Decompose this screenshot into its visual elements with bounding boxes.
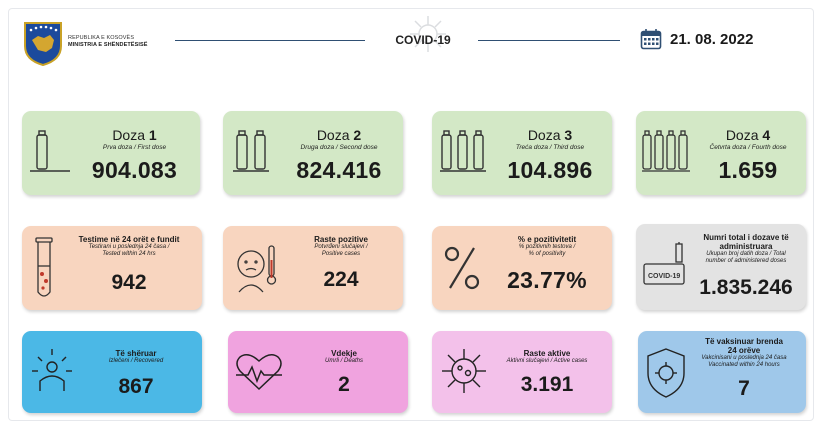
report-date: 21. 08. 2022 — [640, 28, 753, 50]
deaths-subtitle: Umrli / Deaths — [324, 358, 363, 364]
dose-1-subtitle: Prva doza / First dose — [102, 144, 167, 151]
deaths-card: Vdekje Umrli / Deaths 2 — [228, 331, 408, 413]
dose-2-card: Doza 2 Druga doza / Second dose 824.416 — [223, 111, 403, 195]
active-cases-card: Raste aktive Aktivni slučajevi / Active … — [432, 331, 612, 413]
active-cases-title: Raste aktive — [523, 349, 571, 358]
vials-3-icon — [440, 130, 486, 172]
dose-2-value: 824.416 — [296, 157, 382, 183]
page-title: COVID-19 — [395, 33, 451, 47]
vaccinated-24h-title-1: Të vaksinuar brenda — [705, 337, 783, 346]
kosovo-emblem-icon — [24, 22, 62, 66]
vaccinated-24h-value: 7 — [738, 377, 750, 400]
recovered-card: Të shëruar Izlečeni / Recovered 867 — [22, 331, 202, 413]
dose-3-value: 104.896 — [507, 157, 593, 183]
virus-icon — [410, 16, 446, 52]
total-doses-title-2: administruara — [719, 242, 773, 251]
dose-2-title: Doza 2 — [316, 127, 362, 143]
test-tube-icon — [35, 237, 53, 297]
calendar-icon — [640, 29, 662, 50]
positivity-subtitle-1: % pozitivnih testova / — [518, 244, 576, 250]
deaths-value: 2 — [338, 373, 350, 396]
dose-3-card: Doza 3 Treća doza / Third dose 104.896 — [432, 111, 612, 195]
total-doses-subtitle-2: number of administered doses — [705, 258, 787, 264]
tests-subtitle-2: Tested within 24 hrs — [102, 251, 156, 257]
positive-cases-value: 224 — [323, 268, 359, 291]
sick-person-icon — [237, 245, 277, 293]
total-doses-subtitle-1: Ukupan broj datih doza / Total — [706, 251, 786, 257]
svg-text:COVID-19: COVID-19 — [648, 273, 680, 280]
vaccinated-24h-title-2: 24 orëve — [727, 346, 761, 355]
dose-3-subtitle: Treća doza / Third dose — [515, 144, 585, 151]
active-cases-value: 3.191 — [520, 373, 574, 396]
positivity-title: % e pozitivitetit — [517, 235, 577, 244]
active-cases-subtitle: Aktivni slučajevi / Active cases — [506, 358, 588, 364]
recovered-value: 867 — [118, 375, 154, 398]
tests-title: Testime në 24 orët e fundit — [78, 235, 180, 244]
total-doses-title-1: Numri total i dozave të — [703, 233, 789, 242]
org-line-2: MINISTRIA E SHËNDETËSISË — [68, 42, 148, 48]
header-divider-right — [478, 40, 620, 41]
dose-4-title: Doza 4 — [725, 127, 771, 143]
tests-value: 942 — [111, 271, 147, 294]
positive-cases-subtitle-2: Positive cases — [321, 251, 361, 257]
dose-2-subtitle: Druga doza / Second dose — [300, 144, 378, 151]
vaccinated-24h-card: Të vaksinuar brenda 24 orëve Vakcinisani… — [638, 331, 806, 413]
organization-name: REPUBLIKA E KOSOVËS MINISTRIA E SHËNDETË… — [68, 35, 148, 49]
total-doses-value: 1.835.246 — [699, 276, 793, 299]
recovered-subtitle: Izlečeni / Recovered — [108, 358, 164, 364]
positivity-card: % e pozitivitetit % pozitivnih testova /… — [432, 226, 612, 310]
heartbeat-icon — [236, 354, 282, 391]
recovered-title: Të shëruar — [115, 349, 157, 358]
positive-cases-subtitle-1: Potvrđeni slučajevi / — [314, 244, 368, 250]
dose-1-value: 904.083 — [91, 157, 178, 183]
positivity-value: 23.77% — [507, 267, 587, 293]
total-doses-card: COVID-19 Numri total i dozave të adminis… — [636, 224, 806, 310]
dashboard-frame — [8, 8, 814, 421]
header-divider-left — [175, 40, 365, 41]
positivity-subtitle-2: % of positivity — [528, 251, 566, 257]
dose-3-title: Doza 3 — [527, 127, 573, 143]
covid-certificate-icon: COVID-19 — [643, 242, 685, 285]
dose-1-card: Doza 1 Prva doza / First dose 904.083 — [22, 111, 200, 195]
org-line-1: REPUBLIKA E KOSOVËS — [68, 35, 135, 41]
positive-cases-title: Raste pozitive — [314, 235, 368, 244]
tests-card: Testime në 24 orët e fundit Testirani u … — [22, 226, 202, 310]
positive-cases-card: Raste pozitive Potvrđeni slučajevi / Pos… — [223, 226, 403, 310]
dose-4-subtitle: Četvrta doza / Fourth dose — [709, 144, 787, 151]
dose-4-value: 1.659 — [718, 157, 778, 183]
vaccinated-24h-subtitle-1: Vakcinisani u poslednja 24 časa — [701, 355, 787, 361]
dose-4-card: Doza 4 Četvrta doza / Fourth dose 1.659 — [636, 111, 806, 195]
shield-virus-icon — [647, 348, 685, 398]
recovered-person-icon — [32, 349, 72, 391]
vial-icon — [30, 130, 70, 172]
tests-subtitle-1: Testirani u poslednja 24 časa / — [88, 244, 170, 250]
deaths-title: Vdekje — [331, 349, 357, 358]
percent-icon — [444, 246, 480, 290]
date-text: 21. 08. 2022 — [670, 30, 754, 48]
virus-icon — [442, 349, 486, 393]
vials-2-icon — [233, 130, 269, 172]
vials-4-icon — [642, 130, 690, 172]
dose-1-title: Doza 1 — [112, 127, 157, 143]
vaccinated-24h-subtitle-2: Vaccinated within 24 hours — [708, 362, 780, 368]
